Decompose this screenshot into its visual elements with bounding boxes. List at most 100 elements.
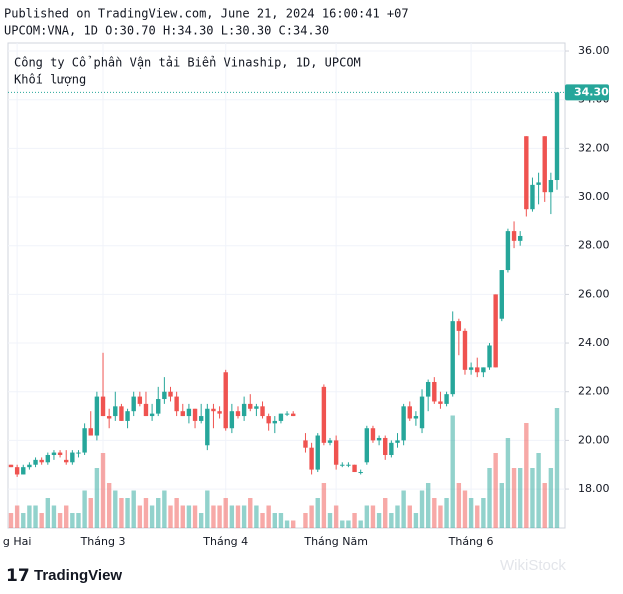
candle-body — [524, 136, 529, 210]
candle-body — [198, 416, 204, 421]
candle-body — [82, 428, 87, 453]
volume-bar — [254, 505, 259, 528]
volume-bar — [180, 505, 185, 528]
volume-bar — [401, 490, 406, 528]
volume-bar — [358, 520, 363, 528]
candle-body — [137, 396, 143, 404]
volume-bar — [149, 505, 155, 528]
candle-body — [57, 452, 63, 455]
candle-body — [401, 406, 406, 441]
candle-body — [254, 406, 259, 409]
candle-body — [340, 464, 345, 466]
candle-body — [39, 459, 44, 463]
volume-label: Khối lượng — [14, 73, 86, 87]
volume-bar — [33, 505, 38, 528]
candle-body — [162, 391, 167, 400]
volume-bar — [137, 505, 143, 528]
candle-body — [8, 464, 14, 468]
volume-bar — [88, 498, 93, 528]
candle-body — [14, 467, 20, 475]
volume-bar — [309, 505, 314, 528]
volume-bar — [425, 483, 431, 528]
candle-body — [376, 437, 382, 441]
candle-body — [248, 403, 253, 409]
x-tick-label: Tháng 4 — [202, 535, 248, 548]
y-tick-label: 36.00 — [578, 44, 610, 57]
candle-body — [125, 411, 130, 421]
volume-bar — [444, 498, 449, 528]
volume-bar — [198, 513, 204, 528]
volume-bar — [327, 513, 333, 528]
y-tick-label: 26.00 — [578, 287, 610, 300]
volume-bar — [321, 483, 327, 528]
candle-body — [468, 367, 474, 370]
candle-body — [33, 459, 38, 465]
volume-bar — [413, 513, 419, 528]
candle-body — [542, 136, 547, 193]
candle-body — [487, 345, 492, 368]
volume-bar — [376, 513, 382, 528]
volume-bar — [21, 513, 26, 528]
volume-bar — [370, 505, 376, 528]
volume-bar — [100, 453, 106, 528]
candle-body — [76, 452, 81, 454]
candle-body — [21, 467, 26, 475]
volume-bar — [554, 408, 560, 528]
volume-bar — [524, 423, 529, 528]
candle-body — [413, 416, 419, 419]
y-tick-label: 18.00 — [578, 482, 610, 495]
candle-body — [364, 428, 370, 463]
candle-body — [143, 403, 149, 417]
candle-body — [346, 464, 351, 466]
candle-body — [462, 330, 468, 370]
candle-body — [119, 406, 124, 421]
volume-bar — [536, 453, 541, 528]
volume-bar — [407, 505, 412, 528]
volume-bar — [432, 498, 437, 528]
candle-body — [51, 452, 57, 455]
volume-bar — [143, 498, 149, 528]
candle-body — [272, 420, 277, 424]
candle-body — [536, 182, 541, 185]
candle-body — [241, 403, 247, 417]
y-tick-label: 32.00 — [578, 141, 610, 154]
volume-bar — [389, 513, 394, 528]
candle-body — [554, 92, 560, 181]
volume-bar — [438, 505, 443, 528]
volume-bar — [517, 468, 523, 528]
volume-bar — [248, 498, 253, 528]
candle-body — [450, 321, 455, 395]
logo-icon: 𝟭𝟳 — [6, 566, 30, 586]
volume-bar — [64, 505, 69, 528]
volume-bar — [505, 438, 511, 528]
volume-bar — [186, 505, 192, 528]
candle-body — [383, 437, 388, 455]
last-price-box — [565, 84, 609, 101]
volume-bar — [82, 490, 87, 528]
volume-bar — [352, 513, 357, 528]
volume-bar — [174, 498, 179, 528]
x-tick-label: Tháng Năm — [303, 535, 368, 548]
candle-body — [493, 294, 498, 368]
candle-body — [205, 408, 210, 446]
candle-body — [180, 411, 185, 417]
candle-body — [192, 408, 198, 421]
volume-bar — [542, 483, 547, 528]
candle-body — [113, 406, 118, 417]
volume-bar — [499, 483, 504, 528]
volume-bar — [131, 490, 136, 528]
volume-bar — [395, 505, 400, 528]
volume-bar — [70, 513, 75, 528]
volume-bar — [51, 505, 57, 528]
candle-body — [235, 411, 241, 417]
candle-body — [211, 408, 216, 412]
candle-body — [88, 428, 93, 436]
candle-body — [389, 442, 394, 455]
watermark: WikiStock — [500, 557, 566, 574]
volume-bar — [94, 468, 100, 528]
candle-body — [432, 381, 437, 402]
candle-body — [168, 391, 173, 397]
candle-body — [321, 386, 327, 443]
